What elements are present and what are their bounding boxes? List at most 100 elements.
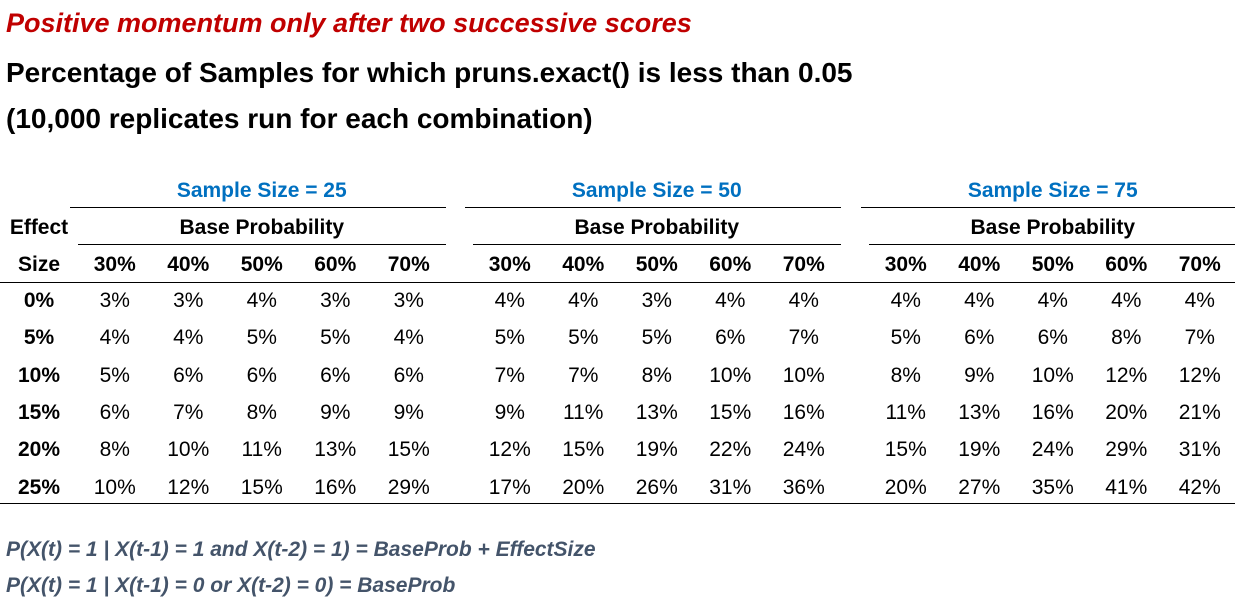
table-cell: 24% bbox=[782, 438, 825, 462]
table-cell: 11% bbox=[563, 400, 604, 424]
table-cell: 31% bbox=[1178, 438, 1221, 462]
table-cell: 13% bbox=[314, 438, 357, 462]
table-bottom-rule bbox=[0, 503, 1235, 504]
group-header-sample-size: Sample Size = 75 bbox=[967, 179, 1138, 202]
group-header-rule bbox=[70, 207, 446, 208]
table-cell: 4% bbox=[890, 289, 921, 312]
table-cell: 8% bbox=[641, 363, 672, 387]
effect-size-label: 15% bbox=[17, 400, 61, 424]
table-cell: 4% bbox=[568, 289, 599, 312]
table-cell: 5% bbox=[641, 326, 672, 350]
column-header: 40% bbox=[167, 253, 210, 276]
table-cell: 20% bbox=[884, 475, 927, 499]
table-cell: 4% bbox=[99, 326, 130, 350]
table-cell: 13% bbox=[958, 400, 1001, 424]
table-cell: 6% bbox=[964, 326, 995, 350]
table-cell: 4% bbox=[715, 289, 746, 312]
table-cell: 6% bbox=[320, 363, 351, 387]
table-cell: 15% bbox=[387, 438, 430, 462]
table-cell: 3% bbox=[99, 289, 130, 312]
table-cell: 15% bbox=[240, 475, 283, 499]
table-cell: 16% bbox=[1031, 400, 1074, 424]
table-cell: 27% bbox=[958, 475, 1001, 499]
table-cell: 10% bbox=[709, 363, 752, 387]
table-cell: 21% bbox=[1178, 400, 1221, 424]
table-cell: 12% bbox=[1178, 363, 1221, 387]
table-cell: 3% bbox=[173, 289, 204, 312]
table-cell: 20% bbox=[562, 475, 605, 499]
group-header-rule bbox=[861, 207, 1235, 208]
table-cell: 19% bbox=[958, 438, 1001, 462]
table-cell: 10% bbox=[167, 438, 210, 462]
table-cell: 19% bbox=[635, 438, 678, 462]
column-header: 30% bbox=[884, 253, 927, 276]
column-header: 40% bbox=[562, 253, 605, 276]
table-cell: 29% bbox=[387, 475, 430, 499]
column-header: 50% bbox=[635, 253, 678, 276]
column-header: 50% bbox=[240, 253, 283, 276]
table-cell: 31% bbox=[709, 475, 752, 499]
subtitle: Positive momentum only after two success… bbox=[6, 8, 692, 38]
table-cell: 7% bbox=[788, 326, 819, 350]
table-cell: 24% bbox=[1031, 438, 1074, 462]
table-cell: 17% bbox=[488, 475, 531, 499]
base-probability-header: Base Probability bbox=[574, 216, 740, 239]
effect-size-label: 20% bbox=[17, 438, 61, 462]
row-header-size: Size bbox=[17, 253, 61, 276]
table-cell: 8% bbox=[1111, 326, 1142, 350]
table-cell: 26% bbox=[635, 475, 678, 499]
table-cell: 13% bbox=[635, 400, 678, 424]
table-cell: 9% bbox=[494, 400, 525, 424]
table-cell: 4% bbox=[393, 326, 424, 350]
table-cell: 36% bbox=[782, 475, 825, 499]
effect-size-label: 0% bbox=[23, 289, 55, 312]
table-cell: 11% bbox=[241, 438, 282, 462]
formula-base: P(X(t) = 1 | X(t-1) = 0 or X(t-2) = 0) =… bbox=[6, 574, 456, 597]
table-cell: 35% bbox=[1031, 475, 1074, 499]
base-probability-header: Base Probability bbox=[970, 216, 1136, 239]
table-cell: 15% bbox=[562, 438, 605, 462]
table-cell: 7% bbox=[173, 400, 204, 424]
table-cell: 7% bbox=[494, 363, 525, 387]
column-header: 50% bbox=[1031, 253, 1074, 276]
table-cell: 4% bbox=[788, 289, 819, 312]
table-cell: 41% bbox=[1105, 475, 1148, 499]
table-cell: 22% bbox=[709, 438, 752, 462]
table-cell: 10% bbox=[782, 363, 825, 387]
table-cell: 10% bbox=[93, 475, 136, 499]
table-cell: 6% bbox=[715, 326, 746, 350]
table-cell: 29% bbox=[1105, 438, 1148, 462]
table-cell: 5% bbox=[568, 326, 599, 350]
table-cell: 4% bbox=[1184, 289, 1215, 312]
table-cell: 9% bbox=[964, 363, 995, 387]
column-header: 60% bbox=[709, 253, 752, 276]
table-cell: 5% bbox=[320, 326, 351, 350]
column-header: 60% bbox=[1105, 253, 1148, 276]
column-header: 30% bbox=[93, 253, 136, 276]
table-cell: 3% bbox=[320, 289, 351, 312]
group-header-rule bbox=[465, 207, 841, 208]
table-cell: 5% bbox=[99, 363, 130, 387]
table-cell: 7% bbox=[1184, 326, 1215, 350]
table-cell: 12% bbox=[1105, 363, 1148, 387]
effect-size-label: 5% bbox=[23, 326, 55, 350]
table-cell: 6% bbox=[246, 363, 277, 387]
table-cell: 15% bbox=[884, 438, 927, 462]
table-cell: 10% bbox=[1031, 363, 1074, 387]
table-cell: 9% bbox=[320, 400, 351, 424]
column-header: 70% bbox=[387, 253, 430, 276]
table-cell: 7% bbox=[568, 363, 599, 387]
table-cell: 16% bbox=[314, 475, 357, 499]
base-probability-rule bbox=[78, 244, 446, 245]
table-cell: 8% bbox=[246, 400, 277, 424]
column-header: 40% bbox=[958, 253, 1001, 276]
table-cell: 20% bbox=[1105, 400, 1148, 424]
table-cell: 4% bbox=[964, 289, 995, 312]
effect-size-label: 25% bbox=[17, 475, 61, 499]
table-cell: 4% bbox=[494, 289, 525, 312]
column-header: 70% bbox=[782, 253, 825, 276]
table-cell: 15% bbox=[709, 400, 752, 424]
table-cell: 4% bbox=[246, 289, 277, 312]
table-cell: 4% bbox=[1037, 289, 1068, 312]
table-cell: 6% bbox=[173, 363, 204, 387]
